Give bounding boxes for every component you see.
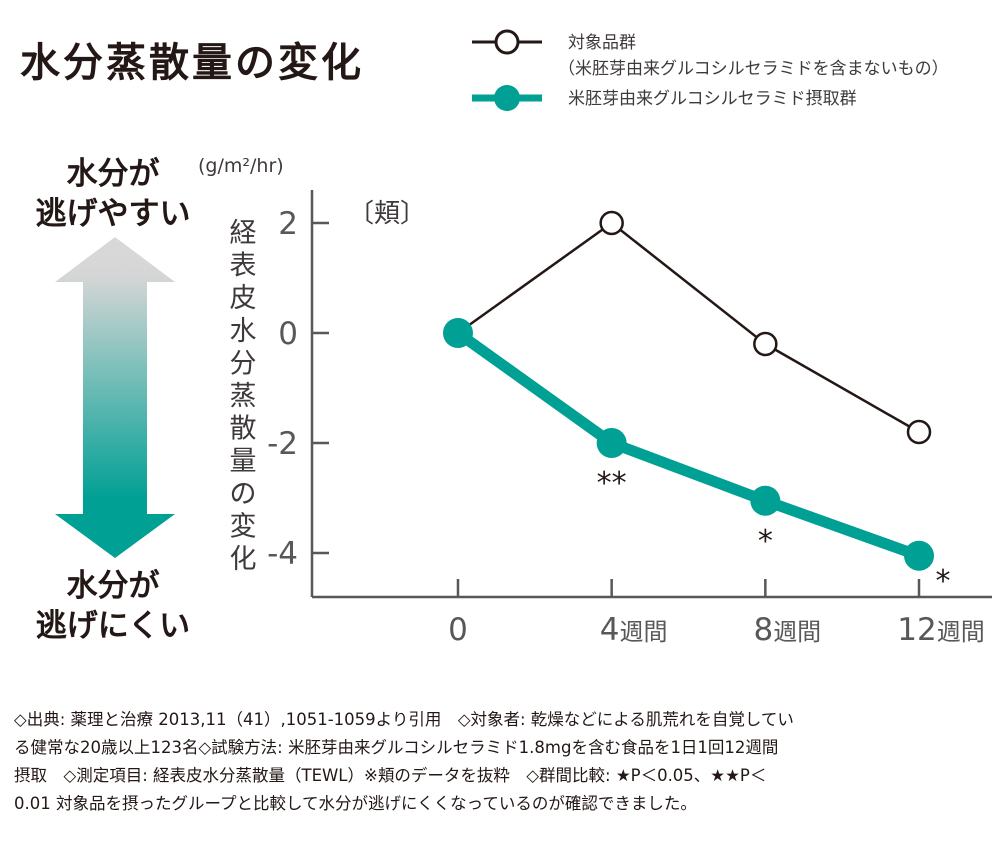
significance-star: * [758, 524, 773, 559]
series-control [445, 210, 932, 445]
y-axis-label-char: 蒸 [230, 381, 257, 412]
x-tick-label: 0 [448, 612, 468, 648]
legend-item-control: 対象品群 [470, 26, 1000, 58]
y-axis-label-char: 表 [230, 251, 257, 282]
y-ticks: 2 0 -2 -4 [267, 206, 329, 572]
significance-star: * [936, 564, 951, 599]
footnote-line: 摂取 ◇測定項目: 経表皮水分蒸散量（TEWL）※頬のデータを抜粋 ◇群間比較:… [14, 766, 767, 785]
x-tick-label: 12週間 [897, 612, 984, 648]
label-escapes-easily-line2: 逃げやすい [35, 196, 191, 232]
x-tick-label: 4週間 [600, 612, 668, 648]
legend-marker-control [472, 29, 542, 55]
legend-item-treatment: 米胚芽由来グルコシルセラミド摂取群 [470, 85, 1000, 120]
y-tick-label: -4 [267, 536, 298, 572]
data-point [753, 331, 778, 357]
significance-star: ** [597, 466, 627, 501]
data-point [906, 419, 932, 445]
y-axis-label-char: の [230, 479, 257, 510]
legend-marker-treatment [472, 85, 542, 111]
legend-item-control-note: （米胚芽由来グルコシルセラミドを含まないもの） [470, 58, 1000, 88]
y-tick-label: 2 [278, 206, 298, 242]
label-escapes-easily: 水分が 逃げやすい [18, 154, 208, 234]
series-group [442, 210, 935, 571]
series-treatment [442, 318, 935, 571]
label-escapes-hardly-line1: 水分が [66, 568, 160, 604]
series-line [454, 328, 921, 561]
label-escapes-hardly-line2: 逃げにくい [35, 608, 191, 644]
region-label: 〔頬〕 [348, 199, 426, 229]
data-point [596, 428, 627, 458]
footnote: ◇出典: 薬理と治療 2013,11（41）,1051-1059より引用 ◇対象… [14, 706, 989, 818]
legend-note-control: （米胚芽由来グルコシルセラミドを含まないもの） [558, 59, 949, 79]
data-point [442, 318, 473, 348]
double-arrow-icon [55, 237, 175, 558]
series-line [457, 221, 920, 434]
footnote-line: 0.01 対象品を摂ったグループと比較して水分が逃げにくくなっているのが確認でき… [14, 794, 697, 813]
unit-label: (g/m²/hr) [198, 155, 284, 177]
y-axis-label-char: 分 [230, 348, 257, 379]
x-tick-label: 8週間 [753, 612, 821, 648]
y-axis-label-char: 皮 [230, 283, 257, 314]
data-point [750, 485, 781, 516]
y-axis-label-char: 量 [230, 446, 257, 477]
data-point [904, 540, 935, 571]
y-tick-label: -2 [267, 426, 298, 462]
footnote-line: る健常な20歳以上123名◇試験方法: 米胚芽由来グルコシルセラミド1.8mgを… [14, 738, 779, 757]
data-point [599, 210, 624, 236]
y-axis-label-char: 散 [230, 414, 257, 445]
significance-annotations: **** [597, 466, 951, 599]
label-escapes-hardly: 水分が 逃げにくい [18, 566, 208, 646]
legend: 対象品群 （米胚芽由来グルコシルセラミドを含まないもの） 米胚芽由来グルコシルセ… [470, 26, 1000, 120]
legend-label-treatment: 米胚芽由来グルコシルセラミド摂取群 [568, 89, 857, 109]
chart-title: 水分蒸散量の変化 [20, 40, 364, 86]
x-ticks: 0 4週間 8週間 12週間 [448, 579, 985, 648]
label-escapes-easily-line1: 水分が [66, 156, 160, 192]
axes [310, 190, 992, 599]
y-axis-label-char: 化 [230, 544, 257, 575]
y-axis-label-char: 経 [230, 218, 257, 249]
y-axis-label-char: 水 [230, 316, 257, 347]
y-axis-label-char: 変 [230, 511, 257, 542]
footnote-line: ◇出典: 薬理と治療 2013,11（41）,1051-1059より引用 ◇対象… [14, 710, 794, 729]
legend-label-control: 対象品群 [568, 33, 636, 53]
y-tick-label: 0 [278, 316, 298, 352]
